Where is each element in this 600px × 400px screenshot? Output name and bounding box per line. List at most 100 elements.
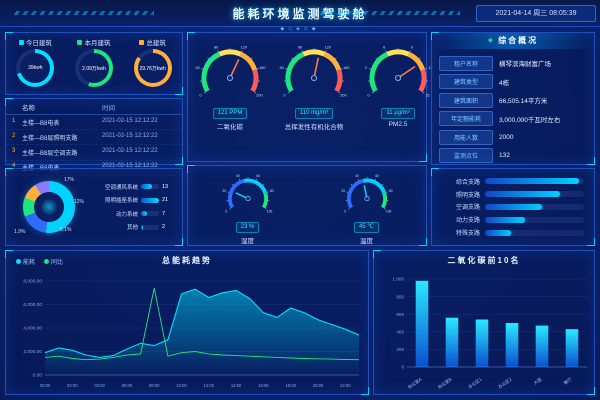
header-time: 时间 [102, 105, 115, 112]
trend-legend: 能耗 同比 [16, 257, 63, 266]
breakdown-row: 动力系统 7 [92, 210, 174, 218]
gauge-value: 121 PPM [212, 108, 248, 119]
svg-text:600: 600 [396, 312, 404, 317]
branch-bar-fill [485, 178, 580, 185]
big-gauges: 0 40 80 120 160 200 121 PPM 二氧化碳 0 40 80 120 160 200 1… [188, 33, 433, 161]
row-index: 1 [12, 117, 16, 124]
svg-text:20: 20 [222, 189, 226, 193]
branch-row: 照明支路 [442, 190, 584, 199]
overview-label: 租户名称 [439, 55, 493, 71]
svg-text:100: 100 [266, 209, 272, 213]
overview-value: 横琴滨海财富广场 [499, 61, 551, 68]
svg-text:800: 800 [396, 294, 404, 299]
svg-text:08:00: 08:00 [149, 383, 160, 388]
svg-text:06:00: 06:00 [122, 383, 133, 388]
kpi-icon [139, 39, 145, 45]
svg-text:20: 20 [341, 189, 345, 193]
svg-text:04:00: 04:00 [94, 383, 105, 388]
legend-item[interactable]: 能耗 [16, 257, 35, 266]
breakdown-row: 照明插座系统 21 [92, 196, 174, 204]
svg-text:0: 0 [367, 93, 369, 97]
breakdown-label: 空调通风系统 [104, 184, 138, 191]
branch-label: 动力支路 [455, 218, 480, 225]
kpi-label-text: 今日建筑 [25, 40, 52, 47]
breakdown-value: 21 [162, 197, 169, 204]
header-name: 名称 [22, 105, 35, 112]
gauge-value: 23 % [235, 222, 260, 233]
overview-row: 租户名称 横琴滨海财富广场 [439, 55, 587, 71]
svg-text:0.00: 0.00 [33, 373, 43, 379]
svg-text:大堂: 大堂 [532, 376, 544, 387]
header-deco-right [320, 11, 460, 15]
svg-text:80: 80 [214, 45, 218, 49]
bar [475, 319, 489, 367]
svg-text:22:00: 22:00 [340, 383, 351, 388]
svg-text:40: 40 [196, 66, 200, 70]
overview-diamond-icon: ◈ [487, 37, 496, 44]
kpi-label-text: 本月建筑 [84, 40, 111, 47]
donut-chart [23, 181, 75, 233]
donut-callout: 17% [64, 177, 75, 183]
branch-bar-fill [485, 203, 543, 210]
kpi-value: 39kwh [20, 53, 51, 83]
row-index: 2 [12, 132, 16, 139]
svg-text:14:00: 14:00 [231, 383, 242, 388]
legend-dot [44, 259, 50, 264]
datetime-display: 2021-04-14 周三 08:05:39 [476, 5, 596, 22]
kpi-icon [77, 39, 83, 45]
row-name: 主楼—B8层空调支路 [22, 150, 78, 157]
breakdown-label: 照明插座系统 [104, 198, 138, 205]
svg-text:18:00: 18:00 [285, 383, 296, 388]
svg-text:120: 120 [241, 45, 247, 49]
header-index-spacer [12, 102, 22, 112]
svg-text:0: 0 [199, 93, 201, 97]
gauge-value: 45 ℃ [353, 222, 380, 233]
overview-label: 建筑类型 [439, 74, 493, 89]
svg-text:12:00: 12:00 [204, 383, 215, 388]
branch-bar [485, 178, 584, 185]
branch-bar [485, 229, 584, 236]
branch-label: 综合支路 [455, 179, 480, 186]
kpi-value: 29.76万kwh [137, 53, 168, 83]
co2-chart: 1,000 800 600 400 200 0 会议室A 会议室B 办公区1 办公区2 大堂 餐厅 [393, 277, 587, 391]
kpi-item: 本月建筑 2.09万kwh [74, 37, 113, 87]
row-index: 4 [12, 163, 16, 170]
overview-value: 66,505.14平方米 [499, 98, 548, 105]
kpi-label-text: 总建筑 [146, 40, 166, 47]
small-gauges: 0 20 40 60 80 100 23 % 湿度 0 20 40 60 80 100 45 ℃ 温度 [188, 166, 426, 245]
gauge-name: 二氧化碳 [217, 124, 243, 131]
svg-text:0: 0 [401, 365, 404, 370]
gauge-big: 0 3 6 9 12 15 11 μg/m³ PM2.5 [356, 33, 440, 161]
overview-label: 年定额能耗 [439, 111, 493, 126]
co2-chart-title: 二氧化碳前10名 [447, 256, 521, 265]
breakdown-row: 其他 2 [92, 223, 174, 231]
breakdown-value: 2 [162, 224, 166, 231]
svg-text:6,000.00: 6,000.00 [23, 302, 42, 308]
svg-text:100: 100 [385, 209, 391, 213]
branch-bar-fill [485, 216, 525, 223]
gauge-name: 总挥发性有机化合物 [284, 124, 344, 131]
branch-row: 特殊支路 [442, 228, 584, 237]
climate-gauges-panel: 0 20 40 60 80 100 23 % 湿度 0 20 40 60 80 100 45 ℃ 温度 [187, 165, 427, 246]
legend-item[interactable]: 同比 [44, 257, 63, 266]
row-time: 2021-02-15 12:12:22 [102, 163, 158, 170]
svg-text:办公区1: 办公区1 [467, 376, 484, 391]
breakdown-bar-fill [141, 224, 143, 230]
gauge-dial: 0 40 80 120 160 200 [280, 45, 350, 97]
svg-text:6: 6 [383, 45, 385, 49]
gauge-name: 湿度 [241, 238, 254, 245]
breakdown-label: 动力系统 [115, 211, 138, 218]
overview-row: 建筑面积 66,505.14平方米 [439, 92, 587, 108]
gauge-dial: 0 20 40 60 80 100 [222, 174, 273, 213]
gauge-small: 0 20 40 60 80 100 23 % 湿度 [188, 166, 307, 245]
kpi-label: 本月建筑 [77, 37, 110, 47]
svg-text:120: 120 [325, 45, 331, 49]
overview-title: ◈ 综合概况 [432, 33, 594, 49]
row-time: 2021-02-15 12:12:22 [102, 117, 158, 124]
branch-bar-fill [485, 191, 561, 198]
svg-text:80: 80 [298, 45, 302, 49]
svg-text:20:00: 20:00 [313, 383, 324, 388]
svg-text:40: 40 [236, 174, 240, 178]
bar [415, 280, 429, 367]
overview-value: 4栋 [499, 79, 510, 87]
